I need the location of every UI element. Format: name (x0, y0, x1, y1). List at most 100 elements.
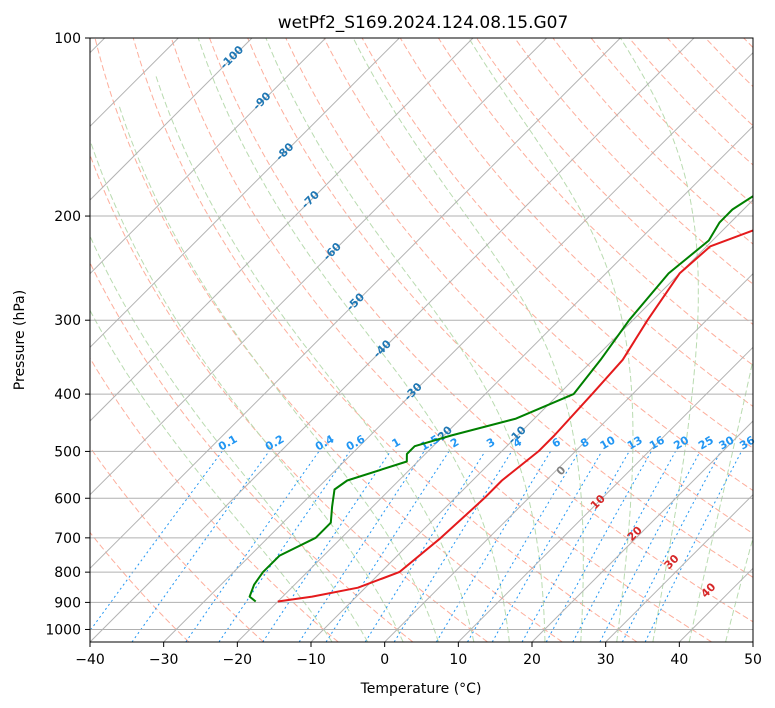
mixing-ratio-label: 2 (448, 435, 461, 450)
isotherm-line (90, 38, 474, 422)
mixing-ratio-label: 3 (484, 435, 497, 450)
x-tick-label: 0 (380, 652, 389, 668)
mixing-ratio-line (262, 451, 391, 642)
isotherm-line (384, 272, 753, 642)
mixing-ratio-line (545, 451, 652, 642)
isotherm-line (90, 38, 327, 275)
chart-title: wetPf2_S169.2024.124.08.15.G07 (278, 13, 569, 33)
dry-adiabat-line (399, 38, 753, 408)
y-tick-label: 1000 (45, 622, 81, 638)
y-axis: 100 200 300 400 500 600 700 800 900 1000 (45, 31, 90, 638)
moist-adiabat-line (90, 309, 333, 642)
y-tick-label: 900 (54, 595, 81, 611)
mixing-ratio-line (364, 451, 486, 642)
mixing-ratio-label: 25 (696, 434, 716, 453)
dry-adiabat-line (667, 38, 753, 127)
x-tick-label: 50 (744, 652, 762, 668)
x-tick-label: −30 (149, 652, 179, 668)
mixing-ratio-line (467, 451, 580, 642)
isotherm-line (752, 641, 753, 642)
moist-adiabat-label: 40 (698, 580, 718, 600)
isotherm-label: -60 (321, 240, 344, 263)
isotherm-line (678, 567, 753, 642)
mixing-ratio-label: 30 (717, 433, 737, 452)
temperature-profile-line (277, 229, 753, 603)
moist-adiabat-line (118, 105, 439, 642)
y-tick-label: 300 (54, 313, 81, 329)
x-tick-label: −10 (296, 652, 326, 668)
line-labels: -100-90-80-70-60-50-40-30-20 -100.1 0.2 0.4… (216, 43, 757, 601)
moist-adiabat-line (90, 138, 404, 642)
y-tick-label: 600 (54, 491, 81, 507)
x-tick-label: −40 (75, 652, 105, 668)
dry-adiabat-line (705, 38, 753, 88)
x-tick-label: 40 (670, 652, 688, 668)
mixing-ratio-line (572, 451, 676, 642)
background-lines (90, 38, 753, 642)
moist-adiabat-line (265, 38, 546, 642)
mixing-ratio-line (435, 451, 552, 642)
x-tick-label: 20 (523, 652, 541, 668)
mixing-ratio-line (90, 451, 223, 632)
isotherm-line (90, 38, 400, 349)
mixing-ratio-line (393, 451, 513, 642)
dry-adiabat-line (132, 38, 638, 642)
mixing-ratio-label: 13 (625, 434, 645, 453)
moist-adiabat-line (154, 73, 475, 642)
mixing-ratio-line (599, 451, 701, 642)
x-tick-label: 30 (597, 652, 615, 668)
moist-adiabat-line (688, 357, 753, 642)
isotherm-line (457, 346, 753, 642)
mixing-ratio-label: 0.6 (344, 432, 368, 453)
mixing-ratio-line (325, 451, 450, 642)
isotherm-line (310, 199, 753, 642)
dry-adiabat-line (90, 446, 264, 642)
dry-adiabat-line (94, 38, 563, 642)
dry-adiabat-line (90, 261, 414, 642)
pressure-gridlines (90, 38, 753, 630)
mixing-ratio-label: 20 (671, 433, 691, 452)
y-axis-label: Pressure (hPa) (12, 290, 28, 390)
y-tick-label: 800 (54, 565, 81, 581)
isotherm-line (531, 420, 753, 642)
dry-adiabat-line (247, 38, 753, 578)
y-tick-label: 700 (54, 531, 81, 547)
isotherm-line (236, 125, 753, 642)
dry-adiabat-line (514, 38, 753, 285)
y-tick-label: 500 (54, 444, 81, 460)
dry-adiabat-line (170, 38, 712, 642)
mixing-ratio-label: 1 (390, 435, 403, 450)
isotherm-line (90, 38, 253, 201)
x-axis-label: Temperature (°C) (360, 681, 482, 697)
dry-adiabat-line (209, 38, 753, 623)
moist-adiabat-line (90, 234, 369, 642)
dry-adiabat-line (437, 38, 753, 366)
dry-adiabat-line (90, 531, 190, 642)
mixing-ratio-label: 10 (598, 433, 618, 452)
dry-adiabat-line (552, 38, 753, 245)
isotherm-line (163, 51, 753, 642)
x-axis: −40 −30 −20 −10 0 10 20 30 40 50 (75, 642, 762, 668)
dewpoint-profile-line (248, 194, 753, 603)
dry-adiabat-line (590, 38, 753, 206)
moist-adiabat-line (197, 38, 510, 642)
mixing-ratio-label: 0.2 (263, 432, 286, 453)
mixing-ratio-label: 0.1 (216, 432, 239, 453)
moist-adiabat-line (352, 38, 584, 642)
dry-adiabat-line (476, 38, 753, 326)
mixing-ratio-line (298, 451, 425, 642)
y-tick-label: 100 (54, 31, 81, 47)
mixing-ratio-label: 36 (737, 433, 757, 452)
y-tick-label: 400 (54, 387, 81, 403)
isotherm-label: -100 (218, 43, 247, 72)
x-tick-label: −20 (223, 652, 253, 668)
x-tick-label: 10 (449, 652, 467, 668)
mixing-ratio-line (621, 451, 722, 642)
dry-adiabat-line (90, 153, 488, 642)
dry-adiabat-line (743, 38, 753, 49)
moist-adiabat-line (619, 38, 699, 642)
isotherm-line (90, 38, 548, 496)
y-tick-label: 200 (54, 209, 81, 225)
isotherm-line (605, 493, 753, 642)
